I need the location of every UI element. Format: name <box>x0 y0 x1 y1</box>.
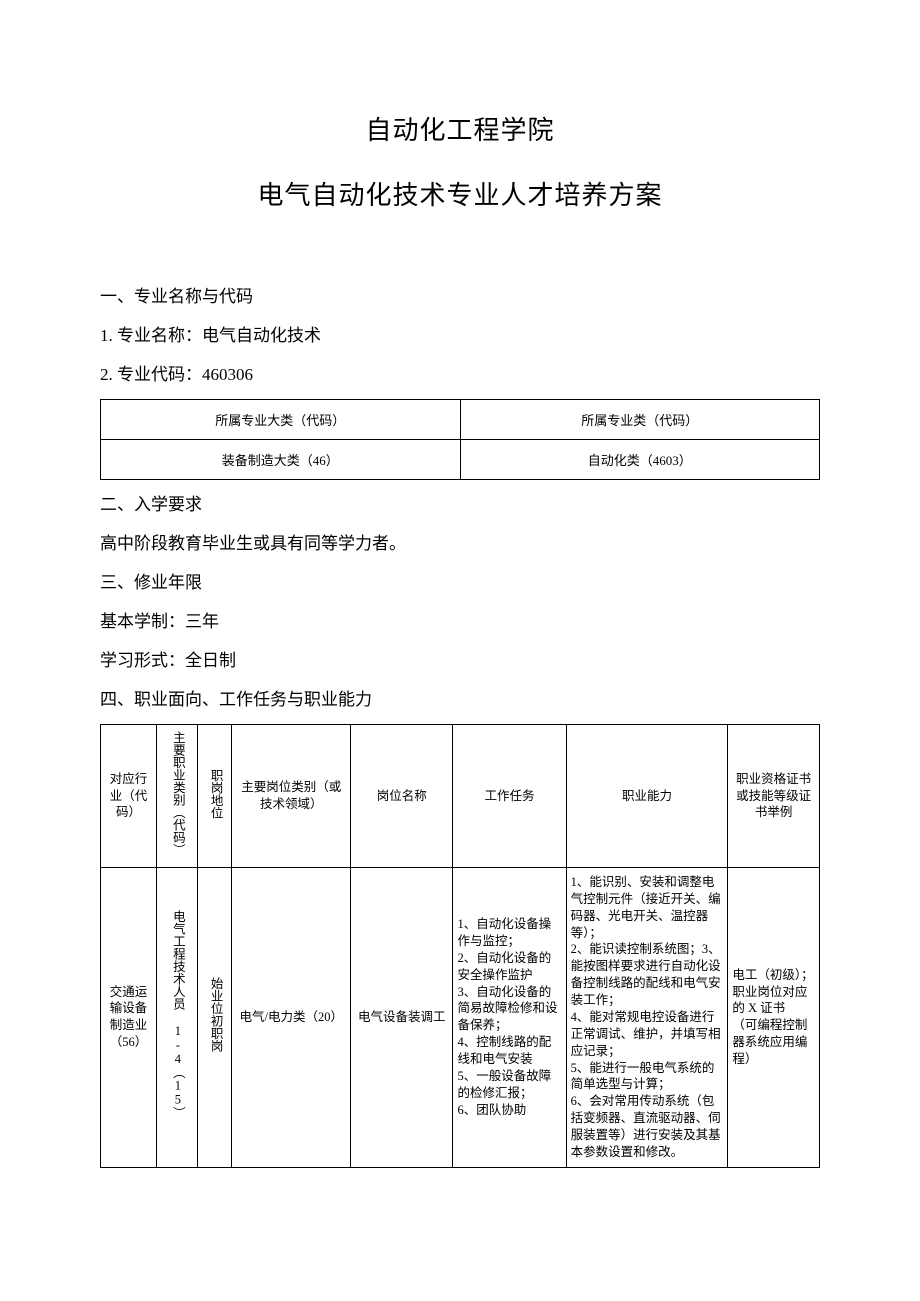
header-post-category: 主要岗位类别（或技术领域） <box>232 725 351 868</box>
header-industry: 对应行业（代码） <box>101 725 157 868</box>
header-ability: 职业能力 <box>566 725 728 868</box>
section-1-line-1: 1. 专业名称：电气自动化技术 <box>100 321 820 346</box>
cell-task: 1、自动化设备操作与监控； 2、自动化设备的安全操作监护 3、自动化设备的简易故… <box>453 867 566 1167</box>
section-3-line-1: 基本学制：三年 <box>100 607 820 632</box>
header-occ-class: 主要职业类别（代码） <box>157 725 198 868</box>
section-1-line-2: 2. 专业代码：460306 <box>100 360 820 385</box>
section-3-line-2: 学习形式：全日制 <box>100 646 820 671</box>
table-row: 所属专业大类（代码） 所属专业类（代码） <box>101 400 820 440</box>
page-title-line2: 电气自动化技术专业人才培养方案 <box>100 175 820 212</box>
cell-occ-class: 电气工程技术人员 1-4（15） <box>157 867 198 1167</box>
section-3-heading: 三、修业年限 <box>100 568 820 593</box>
header-cert: 职业资格证书或技能等级证书举例 <box>728 725 820 868</box>
cell-pos-level: 始业位初职岗 <box>198 867 232 1167</box>
header-task: 工作任务 <box>453 725 566 868</box>
table-row: 装备制造大类（46） 自动化类（4603） <box>101 440 820 480</box>
header-pos-level: 职岗地位 <box>198 725 232 868</box>
table-header-row: 对应行业（代码） 主要职业类别（代码） 职岗地位 主要岗位类别（或技术领域） 岗… <box>101 725 820 868</box>
class-table-cell-2: 自动化类（4603） <box>460 440 820 480</box>
cell-industry: 交通运输设备制造业（56） <box>101 867 157 1167</box>
class-table-cell-1: 装备制造大类（46） <box>101 440 461 480</box>
header-post-name: 岗位名称 <box>351 725 453 868</box>
classification-table: 所属专业大类（代码） 所属专业类（代码） 装备制造大类（46） 自动化类（460… <box>100 399 820 480</box>
section-2-heading: 二、入学要求 <box>100 490 820 515</box>
page-title-line1: 自动化工程学院 <box>100 110 820 147</box>
table-row: 交通运输设备制造业（56） 电气工程技术人员 1-4（15） 始业位初职岗 电气… <box>101 867 820 1167</box>
class-table-header-2: 所属专业类（代码） <box>460 400 820 440</box>
section-1-heading: 一、专业名称与代码 <box>100 282 820 307</box>
career-table: 对应行业（代码） 主要职业类别（代码） 职岗地位 主要岗位类别（或技术领域） 岗… <box>100 724 820 1168</box>
cell-cert: 电工（初级）；职业岗位对应的 X 证书 （可编程控制器系统应用编程） <box>728 867 820 1167</box>
cell-post-name: 电气设备装调工 <box>351 867 453 1167</box>
class-table-header-1: 所属专业大类（代码） <box>101 400 461 440</box>
section-2-body: 高中阶段教育毕业生或具有同等学力者。 <box>100 529 820 554</box>
cell-post-category: 电气/电力类（20） <box>232 867 351 1167</box>
section-4-heading: 四、职业面向、工作任务与职业能力 <box>100 685 820 710</box>
cell-ability: 1、能识别、安装和调整电气控制元件（接近开关、编码器、光电开关、温控器等）； 2… <box>566 867 728 1167</box>
